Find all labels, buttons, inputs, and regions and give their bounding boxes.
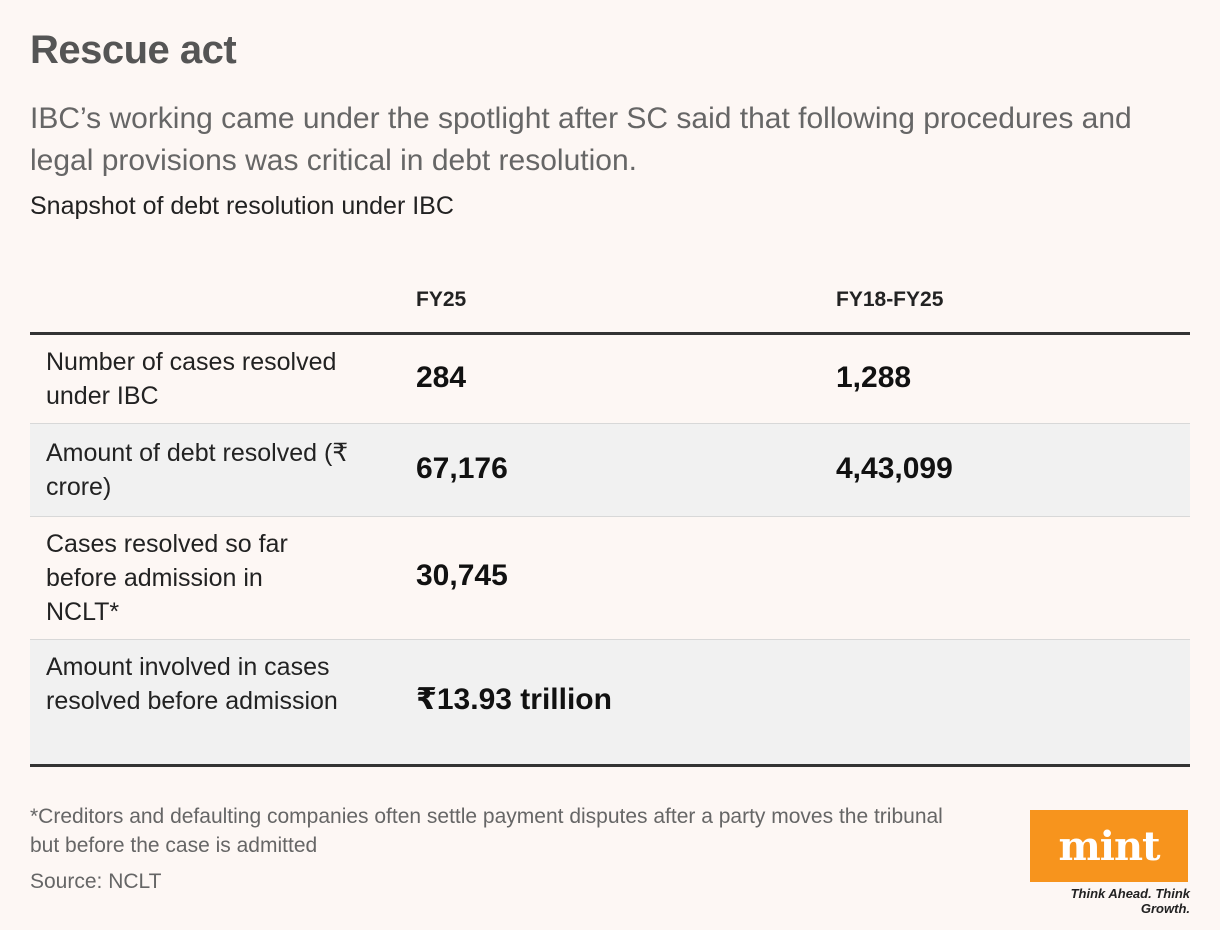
- row-label: Amount involved in cases resolved before…: [46, 653, 338, 715]
- chart-title: Rescue act: [30, 28, 237, 72]
- footnote: *Creditors and defaulting companies ofte…: [30, 805, 943, 857]
- row-label: Cases resolved so far before admission i…: [46, 530, 288, 626]
- row-label: Amount of debt resolved (₹ crore): [46, 439, 349, 501]
- mint-logo: mint: [1030, 810, 1188, 882]
- logo-tagline: Think Ahead. Think Growth.: [1070, 886, 1190, 916]
- table-header: FY25 FY18-FY25: [30, 270, 1190, 335]
- column-header-fy25: FY25: [416, 288, 467, 311]
- chart-subtitle: IBC’s working came under the spotlight a…: [30, 102, 1132, 177]
- value-fy25: 284: [416, 361, 467, 394]
- value-fy25: 67,176: [416, 452, 508, 485]
- value-fy18-fy25: 1,288: [836, 361, 912, 394]
- table-row: Number of cases resolved under IBC 284 1…: [30, 335, 1190, 424]
- value-fy18-fy25: 4,43,099: [836, 452, 953, 485]
- value-fy25: 30,745: [416, 559, 508, 592]
- data-table: FY25 FY18-FY25 Number of cases resolved …: [30, 270, 1190, 767]
- table-row: Cases resolved so far before admission i…: [30, 517, 1190, 640]
- table-row: Amount involved in cases resolved before…: [30, 640, 1190, 767]
- table-caption: Snapshot of debt resolution under IBC: [30, 192, 454, 220]
- logo-wordmark: mint: [1058, 822, 1160, 870]
- column-header-fy18-fy25: FY18-FY25: [836, 288, 944, 311]
- table-row: Amount of debt resolved (₹ crore) 67,176…: [30, 424, 1190, 517]
- value-fy25: ₹13.93 trillion: [416, 683, 612, 716]
- source-note: Source: NCLT: [30, 870, 162, 893]
- row-label: Number of cases resolved under IBC: [46, 348, 337, 410]
